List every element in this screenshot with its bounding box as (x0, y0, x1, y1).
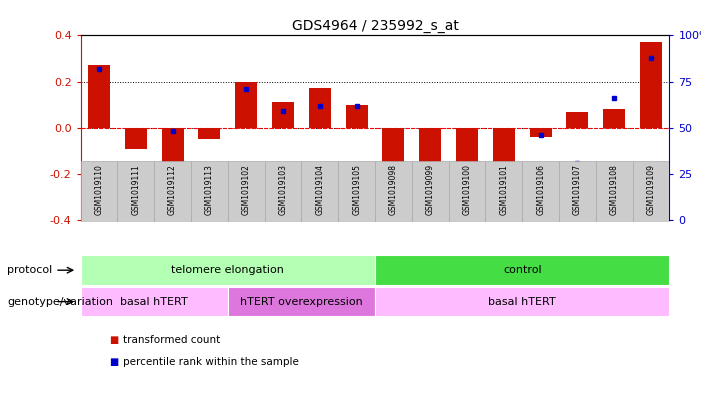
Text: GSM1019104: GSM1019104 (315, 164, 325, 215)
Bar (419, 128, 442, 213)
Bar (81, 287, 228, 316)
Bar (559, 161, 596, 222)
Bar (118, 161, 154, 222)
Bar (375, 161, 412, 222)
Bar (449, 161, 485, 222)
Text: genotype/variation: genotype/variation (7, 297, 113, 307)
Bar (456, 128, 478, 176)
Text: GSM1019101: GSM1019101 (499, 164, 508, 215)
Text: GSM1019098: GSM1019098 (389, 164, 398, 215)
Bar (265, 161, 301, 222)
Text: GSM1019112: GSM1019112 (168, 164, 177, 215)
Text: basal hTERT: basal hTERT (489, 297, 556, 307)
Text: transformed count: transformed count (123, 335, 220, 345)
Bar (529, 128, 552, 137)
Bar (272, 102, 294, 128)
Bar (412, 161, 449, 222)
Bar (603, 109, 625, 128)
Bar (485, 161, 522, 222)
Bar (308, 88, 331, 128)
Bar (301, 161, 338, 222)
Text: GSM1019102: GSM1019102 (242, 164, 251, 215)
Bar (228, 161, 265, 222)
Bar (383, 128, 404, 204)
Text: ■: ■ (109, 335, 118, 345)
Text: GSM1019113: GSM1019113 (205, 164, 214, 215)
Text: GSM1019103: GSM1019103 (278, 164, 287, 215)
Text: GSM1019111: GSM1019111 (131, 164, 140, 215)
Text: ■: ■ (109, 356, 118, 367)
Bar (81, 255, 375, 285)
Text: GSM1019108: GSM1019108 (610, 164, 619, 215)
Bar (125, 128, 147, 149)
Bar (198, 128, 221, 139)
Bar (375, 255, 669, 285)
Bar (522, 161, 559, 222)
Text: telomere elongation: telomere elongation (171, 265, 285, 275)
Bar (493, 128, 515, 220)
Bar (154, 161, 191, 222)
Text: control: control (503, 265, 542, 275)
Bar (632, 161, 669, 222)
Bar (161, 128, 184, 167)
Text: protocol: protocol (7, 265, 53, 275)
Bar (81, 161, 118, 222)
Bar (191, 161, 228, 222)
Text: GSM1019106: GSM1019106 (536, 164, 545, 215)
Text: GSM1019107: GSM1019107 (573, 164, 582, 215)
Bar (640, 42, 662, 128)
Title: GDS4964 / 235992_s_at: GDS4964 / 235992_s_at (292, 19, 458, 33)
Text: hTERT overexpression: hTERT overexpression (240, 297, 363, 307)
Text: percentile rank within the sample: percentile rank within the sample (123, 356, 299, 367)
Text: GSM1019110: GSM1019110 (95, 164, 104, 215)
Bar (88, 65, 110, 128)
Text: basal hTERT: basal hTERT (121, 297, 188, 307)
Text: GSM1019099: GSM1019099 (426, 164, 435, 215)
Bar (228, 287, 375, 316)
Text: GSM1019105: GSM1019105 (352, 164, 361, 215)
Bar (346, 105, 367, 128)
Bar (338, 161, 375, 222)
Bar (596, 161, 632, 222)
Text: GSM1019109: GSM1019109 (646, 164, 655, 215)
Bar (236, 82, 257, 128)
Text: GSM1019100: GSM1019100 (463, 164, 472, 215)
Bar (375, 287, 669, 316)
Bar (566, 112, 588, 128)
